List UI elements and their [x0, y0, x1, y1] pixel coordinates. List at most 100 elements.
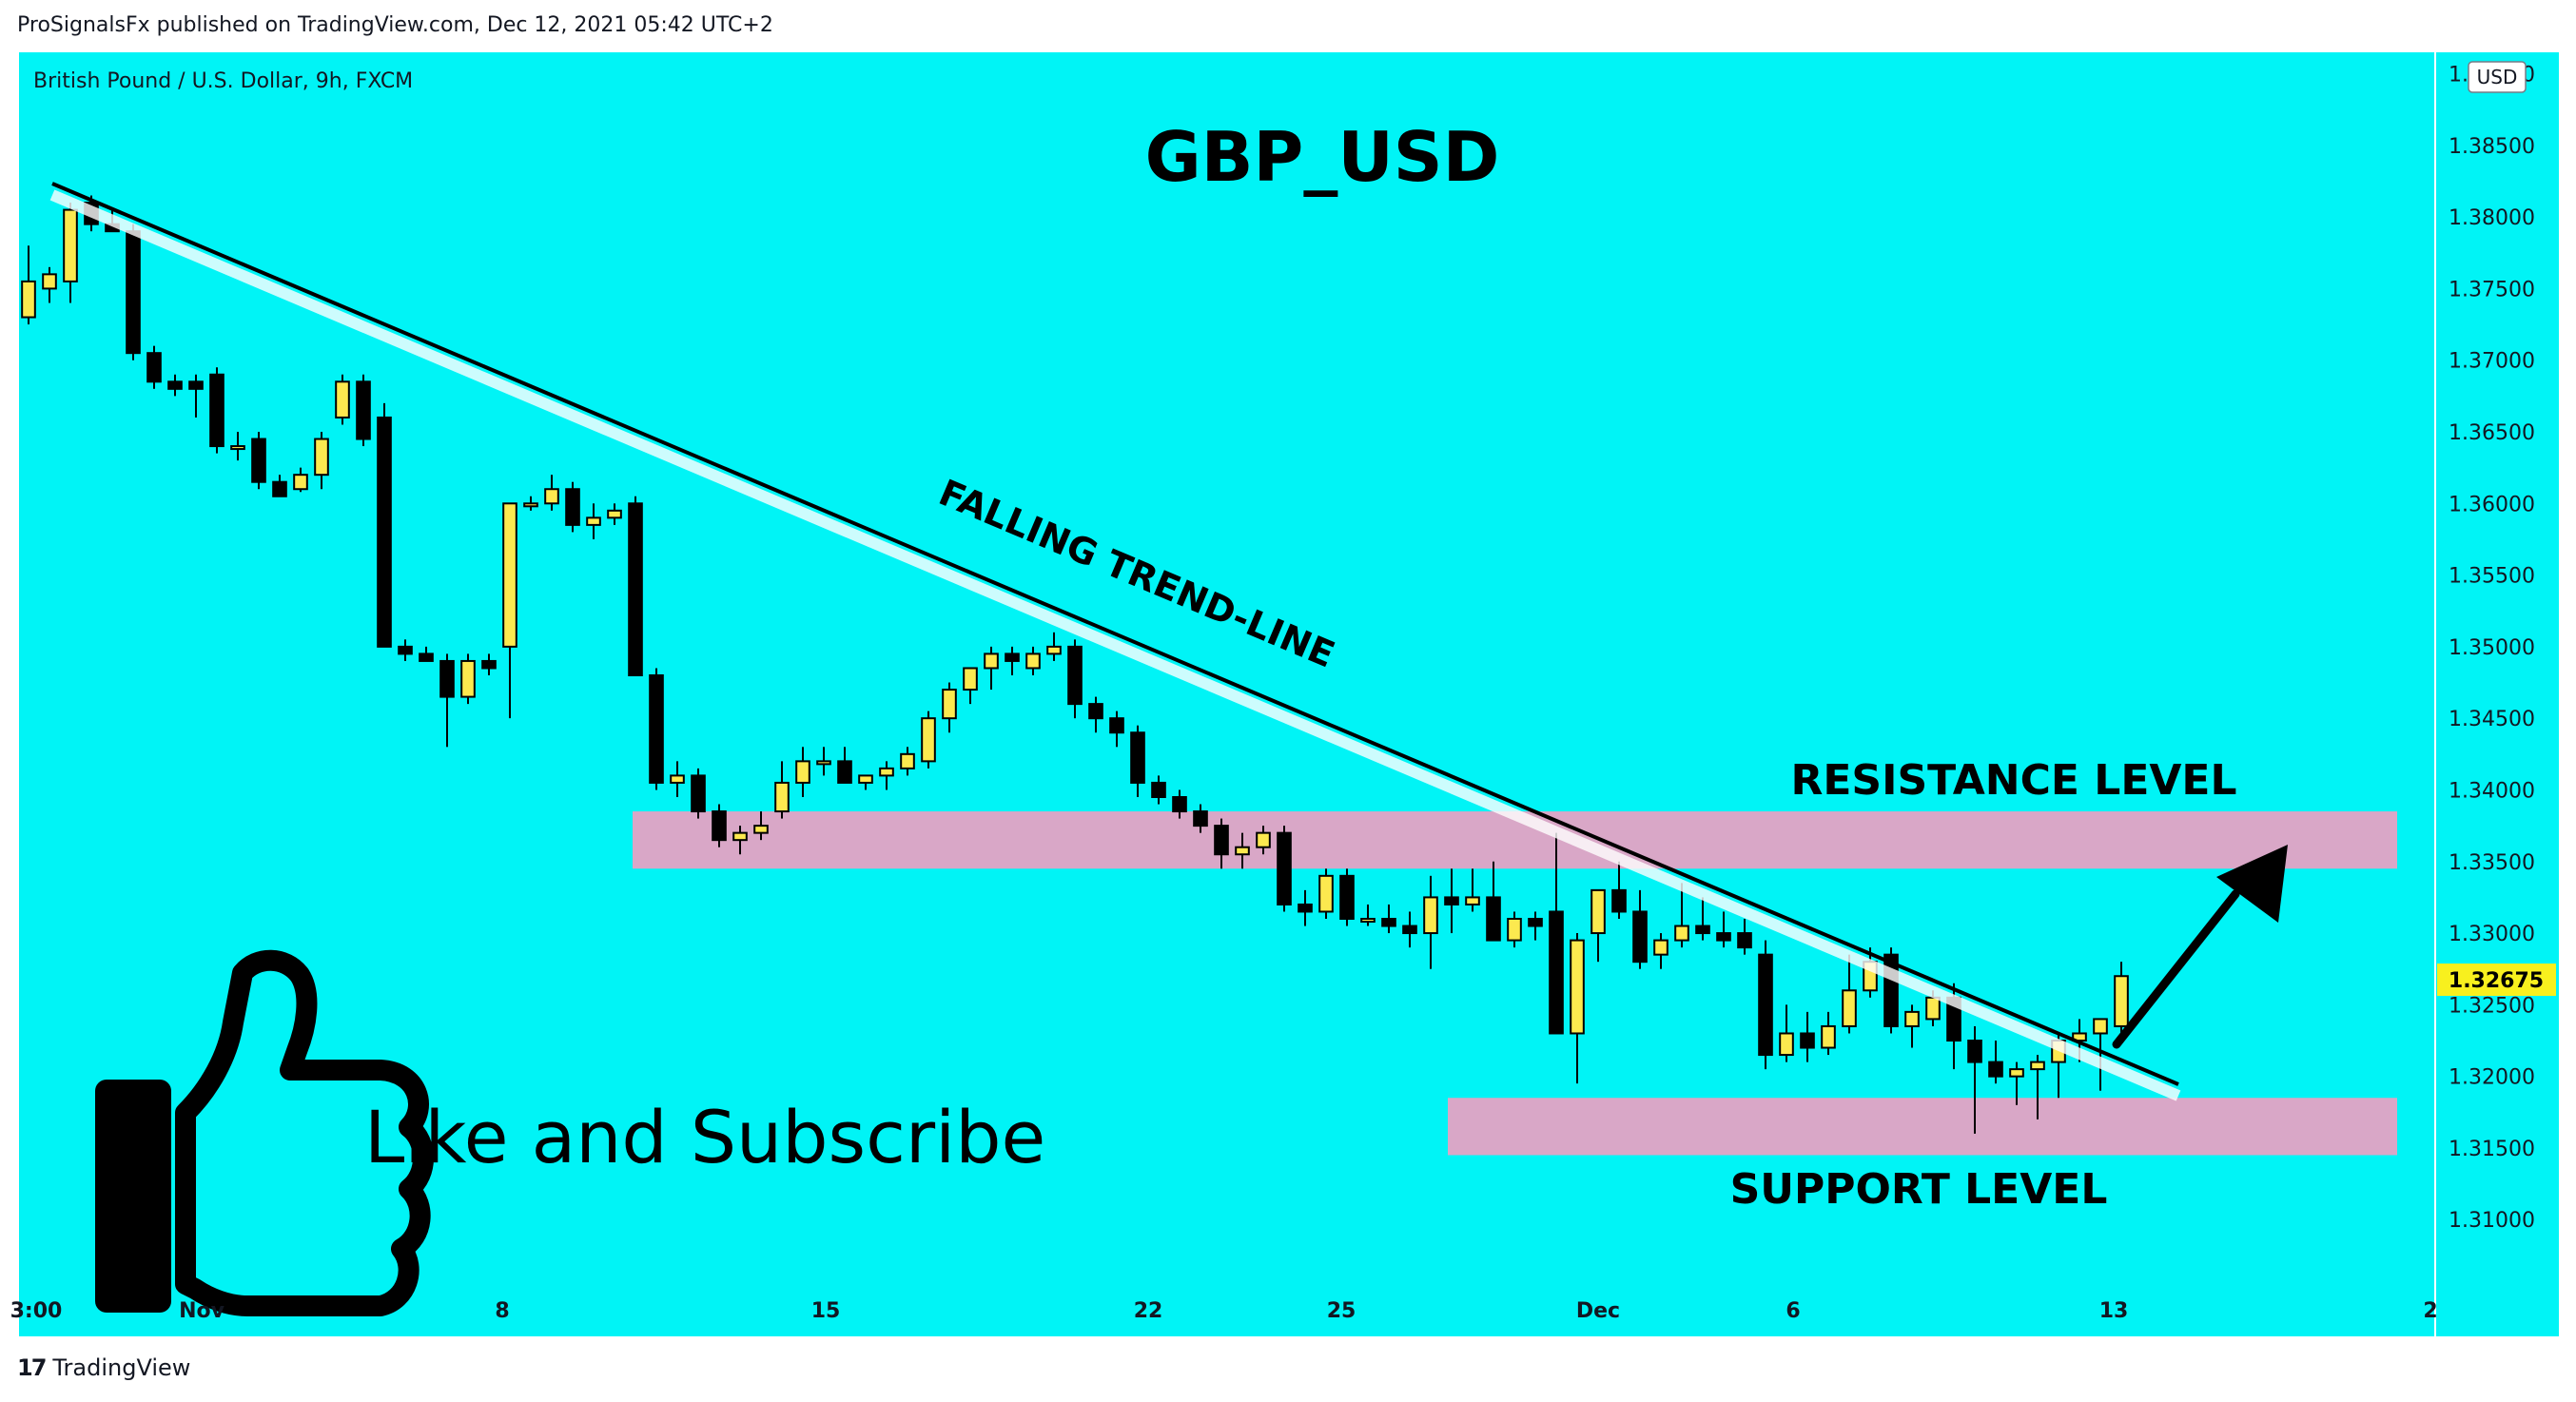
candle — [398, 639, 413, 661]
candle — [900, 747, 915, 776]
candle-body — [1590, 888, 1606, 935]
candle — [1046, 632, 1062, 661]
candle — [1758, 940, 1773, 1070]
candle-body — [1381, 918, 1396, 927]
candle-body — [963, 667, 978, 691]
candle-body — [1842, 989, 1857, 1027]
candle-body — [251, 438, 266, 483]
candle — [2009, 1061, 2024, 1105]
candle — [481, 653, 497, 675]
candle-body — [1046, 645, 1062, 655]
promo-text: Like and Subscribe — [364, 1095, 1045, 1179]
y-tick-label: 1.31000 — [2449, 1209, 2535, 1233]
candle-body — [1172, 796, 1187, 813]
candle-body — [565, 488, 580, 526]
y-tick-label: 1.31500 — [2449, 1138, 2535, 1161]
candle-body — [1821, 1024, 1836, 1049]
candle — [1277, 826, 1292, 912]
candle — [2030, 1055, 2045, 1120]
candle — [753, 811, 769, 841]
y-tick-label: 1.35500 — [2449, 565, 2535, 589]
candle — [314, 432, 329, 490]
candle — [419, 646, 434, 662]
x-tick-label: 3:00 — [10, 1299, 63, 1323]
candle — [1611, 861, 1627, 919]
up-arrow-icon — [2112, 845, 2288, 1049]
candle — [63, 203, 78, 303]
candle-body — [2009, 1068, 2024, 1078]
candle — [1695, 897, 1710, 941]
candle — [356, 374, 371, 447]
candle-body — [439, 659, 455, 698]
candle — [1381, 904, 1396, 934]
x-tick-label: 13 — [2099, 1299, 2129, 1323]
candle — [1130, 725, 1145, 797]
candle-body — [502, 502, 517, 648]
price-zone — [633, 811, 2397, 869]
candle-body — [649, 674, 664, 784]
footer: 17 TradingView — [17, 1354, 190, 1381]
candle — [439, 653, 455, 748]
candle-body — [858, 774, 873, 784]
price-zone — [1448, 1098, 2397, 1156]
x-tick-label: 22 — [1134, 1299, 1163, 1323]
last-price-tag: 1.32675 — [2437, 964, 2556, 996]
x-tick-label: 25 — [1327, 1299, 1356, 1323]
candle-body — [188, 380, 204, 390]
candle-body — [314, 438, 329, 477]
candle — [1318, 868, 1334, 919]
candle-body — [1193, 810, 1208, 828]
y-tick-label: 1.34500 — [2449, 708, 2535, 731]
candle-body — [481, 659, 497, 670]
candle-body — [167, 380, 183, 390]
candle-body — [1904, 1010, 1920, 1027]
candle — [1842, 954, 1857, 1034]
candle — [691, 768, 706, 819]
candle-body — [42, 273, 57, 290]
candle — [1172, 789, 1187, 819]
candle — [1151, 775, 1166, 805]
candle-body — [1088, 703, 1103, 720]
candle — [335, 374, 350, 425]
candle-body — [942, 689, 957, 720]
currency-badge[interactable]: USD — [2468, 61, 2527, 93]
candle — [1737, 919, 1752, 955]
candle — [230, 432, 245, 461]
candle — [1549, 832, 1564, 1035]
candle — [837, 747, 852, 784]
candle — [209, 367, 224, 454]
candle-body — [1967, 1040, 1982, 1063]
candle — [1402, 911, 1417, 948]
candle — [2093, 1018, 2108, 1091]
candle-body — [1528, 918, 1543, 927]
candle-body — [1758, 953, 1773, 1057]
candle-body — [774, 781, 790, 813]
x-tick-label: Dec — [1576, 1299, 1620, 1323]
candle — [1779, 1004, 1794, 1062]
candle-body — [1277, 831, 1292, 905]
candle-body — [1151, 781, 1166, 798]
candle — [858, 774, 873, 790]
candle-body — [1570, 939, 1585, 1035]
candle — [377, 402, 392, 648]
candle — [1465, 868, 1480, 912]
candle — [1967, 1025, 1982, 1134]
candle — [1653, 933, 1669, 969]
candle-body — [628, 502, 643, 677]
y-tick-label: 1.38000 — [2449, 206, 2535, 230]
candle — [2114, 962, 2129, 1041]
candle-body — [753, 825, 769, 834]
support-label: SUPPORT LEVEL — [1730, 1165, 2108, 1214]
candle-body — [209, 373, 224, 448]
candle — [1507, 911, 1522, 948]
candle — [1214, 818, 1229, 869]
candle — [1444, 868, 1459, 934]
candle-body — [1674, 925, 1689, 942]
candle-body — [272, 480, 287, 497]
resistance-label: RESISTANCE LEVEL — [1790, 756, 2236, 805]
candle — [251, 432, 266, 490]
candle-body — [607, 509, 622, 519]
symbol-info: British Pound / U.S. Dollar, 9h, FXCM — [33, 69, 413, 93]
y-tick-label: 1.32500 — [2449, 994, 2535, 1018]
